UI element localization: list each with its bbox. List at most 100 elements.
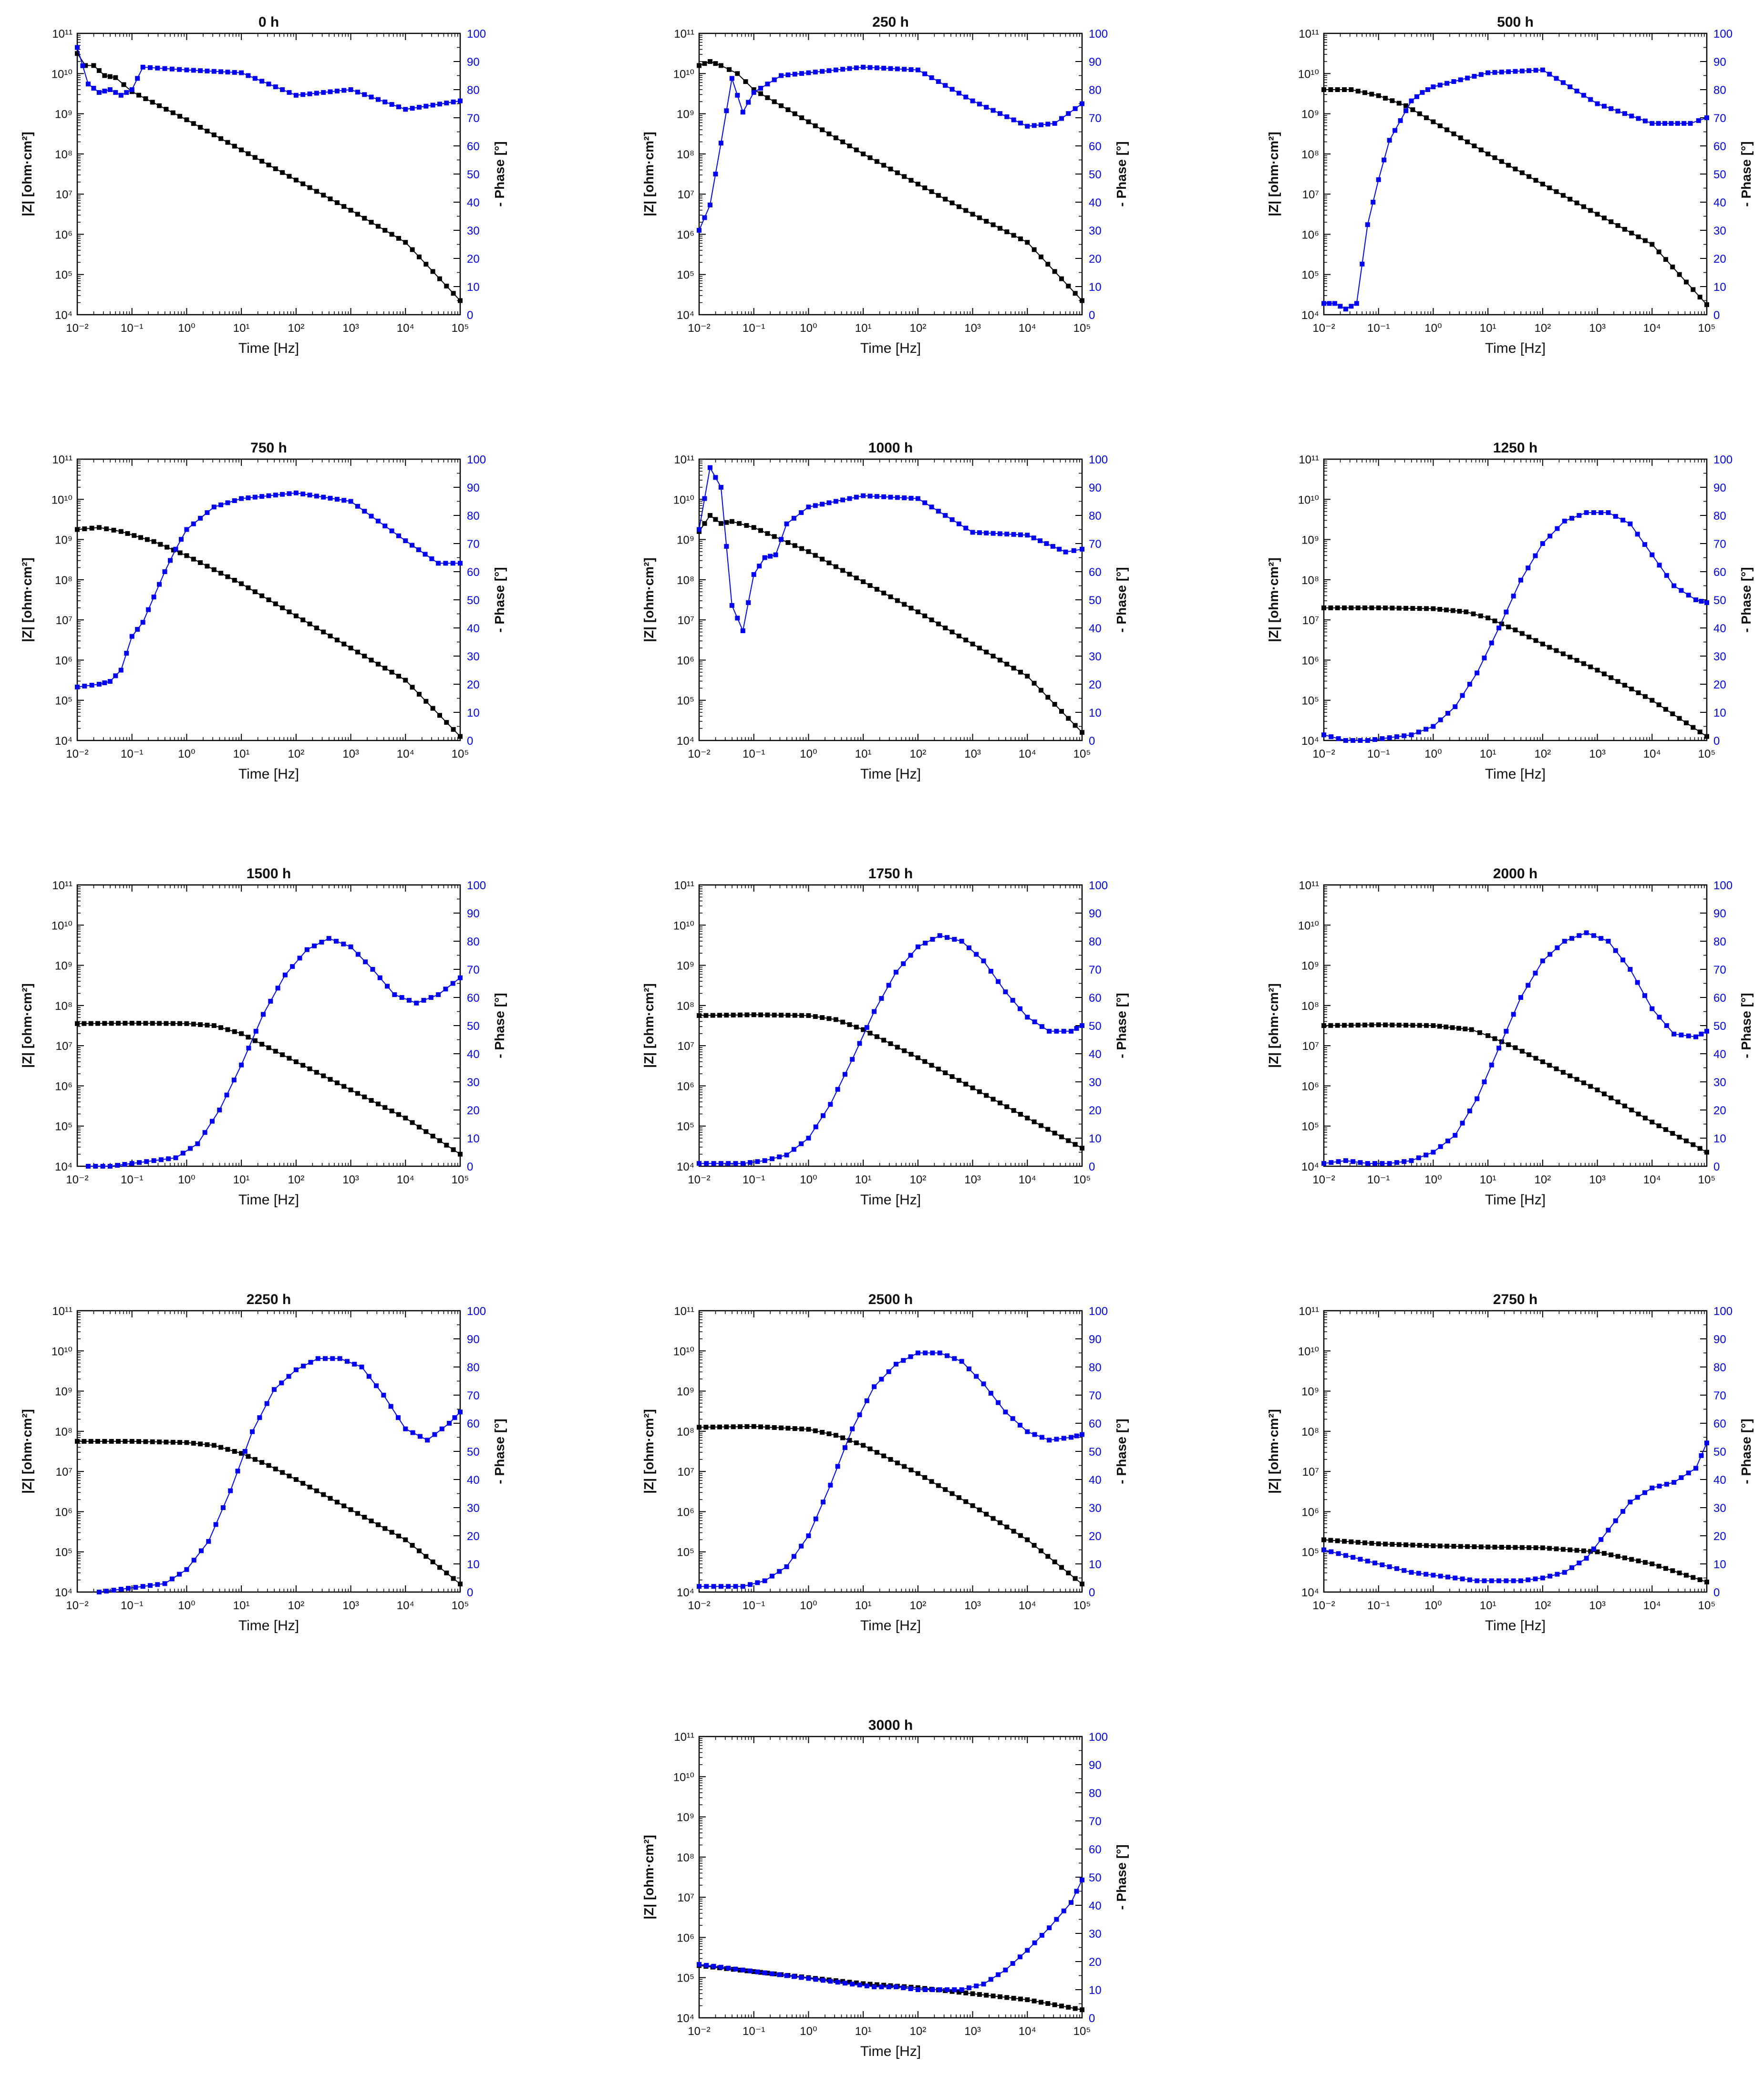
impedance-marker [1642, 694, 1648, 699]
phase-marker [246, 1046, 251, 1051]
phase-marker [205, 68, 210, 73]
impedance-marker [198, 1441, 203, 1447]
x-tick-label: 10⁴ [397, 1173, 414, 1186]
phase-marker [966, 945, 971, 950]
phase-marker [1398, 118, 1403, 123]
impedance-marker [218, 571, 224, 576]
phase-marker [879, 1377, 884, 1382]
impedance-marker [396, 236, 401, 241]
impedance-marker [307, 621, 312, 627]
phase-marker [854, 65, 859, 71]
impedance-marker [1656, 702, 1661, 708]
phase-marker [239, 70, 244, 75]
impedance-line [699, 1426, 1083, 1584]
chart-title: 2750 h [1493, 1292, 1537, 1307]
impedance-marker [1032, 1998, 1037, 2004]
phase-marker [1693, 597, 1699, 602]
phase-marker [785, 72, 791, 78]
impedance-marker [205, 1022, 210, 1028]
impedance-marker [1431, 119, 1436, 124]
phase-marker [252, 494, 258, 500]
phase-marker [231, 1078, 237, 1083]
impedance-marker [744, 1424, 750, 1429]
phase-marker [1671, 1031, 1677, 1037]
phase-marker [867, 65, 873, 70]
impedance-marker [1376, 605, 1381, 610]
y-tick-label: 10⁴ [1301, 735, 1319, 748]
phase-marker [943, 513, 948, 518]
y-tick-label: 10⁶ [55, 1506, 72, 1519]
impedance-marker [1656, 1563, 1661, 1569]
x-tick-label: 10⁴ [397, 1599, 414, 1612]
phase-marker [697, 1161, 701, 1166]
phase-marker [702, 215, 707, 220]
impedance-marker [1547, 1063, 1552, 1068]
impedance-marker [1560, 1069, 1566, 1075]
x-tick-label: 10² [910, 748, 927, 760]
impedance-marker [321, 1073, 326, 1079]
phase-marker [1606, 510, 1611, 515]
impedance-marker [1045, 1127, 1051, 1132]
y-tick-label: 10¹¹ [674, 453, 694, 466]
impedance-marker [1004, 661, 1010, 667]
phase-marker [1496, 626, 1502, 630]
x-tick-label: 10⁻¹ [1367, 322, 1390, 335]
phase-marker [996, 1972, 1001, 1977]
phase-marker [147, 1583, 153, 1588]
impedance-marker [136, 1439, 142, 1444]
impedance-marker [307, 1484, 312, 1490]
impedance-marker [1011, 666, 1016, 671]
phase-marker [75, 45, 80, 50]
y2-tick-label: 80 [467, 84, 480, 97]
y-tick-label: 10⁵ [677, 1120, 694, 1133]
x-tick-label: 10³ [964, 1173, 981, 1186]
phase-marker [762, 555, 767, 560]
phase-marker [1074, 1889, 1079, 1894]
impedance-marker [164, 1021, 169, 1026]
phase-marker [75, 684, 80, 689]
impedance-marker [116, 1021, 121, 1026]
y2-tick-label: 50 [1089, 1446, 1102, 1459]
phase-marker [362, 92, 367, 97]
y-axis-label: |Z| [ohm·cm²] [1266, 983, 1281, 1068]
impedance-marker [280, 605, 285, 610]
phase-marker [213, 1522, 218, 1527]
phase-marker [273, 493, 278, 498]
impedance-marker [1032, 1119, 1037, 1124]
phase-marker [1039, 1024, 1044, 1029]
impedance-marker [799, 115, 805, 120]
y2-tick-label: 30 [1089, 1076, 1102, 1089]
phase-marker [888, 494, 893, 500]
phase-marker [257, 1415, 262, 1420]
impedance-marker [861, 1981, 866, 1986]
x-tick-label: 10⁰ [800, 1173, 817, 1186]
phase-marker [157, 582, 162, 587]
phase-marker [1011, 117, 1016, 123]
impedance-marker [1622, 226, 1627, 232]
phase-marker [1569, 1565, 1575, 1570]
impedance-marker [1465, 1544, 1470, 1549]
impedance-marker [88, 1439, 93, 1444]
impedance-marker [888, 1457, 893, 1462]
chart-panel: 2500 h10⁻² 10⁻¹ 10⁰ 10¹ 10² 10³ 10⁴ 10⁵10⁴10⁵10… [641, 1292, 1129, 1634]
chart-title: 0 h [258, 14, 279, 30]
impedance-marker [1004, 1995, 1010, 2000]
phase-line [1324, 69, 1707, 310]
impedance-marker [341, 641, 347, 647]
impedance-line [77, 53, 461, 301]
impedance-marker [1485, 615, 1491, 620]
impedance-marker [1018, 1533, 1023, 1538]
impedance-marker [239, 581, 244, 586]
phase-marker [765, 82, 770, 87]
impedance-marker [184, 553, 189, 558]
phase-marker [923, 1987, 928, 1992]
y-axis-label: |Z| [ohm·cm²] [20, 983, 34, 1068]
impedance-marker [218, 1445, 224, 1450]
phase-marker [1074, 1433, 1079, 1439]
impedance-marker [355, 1091, 360, 1096]
phase-marker [1431, 1572, 1436, 1578]
phase-marker [304, 947, 309, 952]
impedance-marker [1362, 1540, 1368, 1545]
phase-marker [246, 495, 251, 501]
y2-tick-label: 80 [1089, 510, 1102, 523]
